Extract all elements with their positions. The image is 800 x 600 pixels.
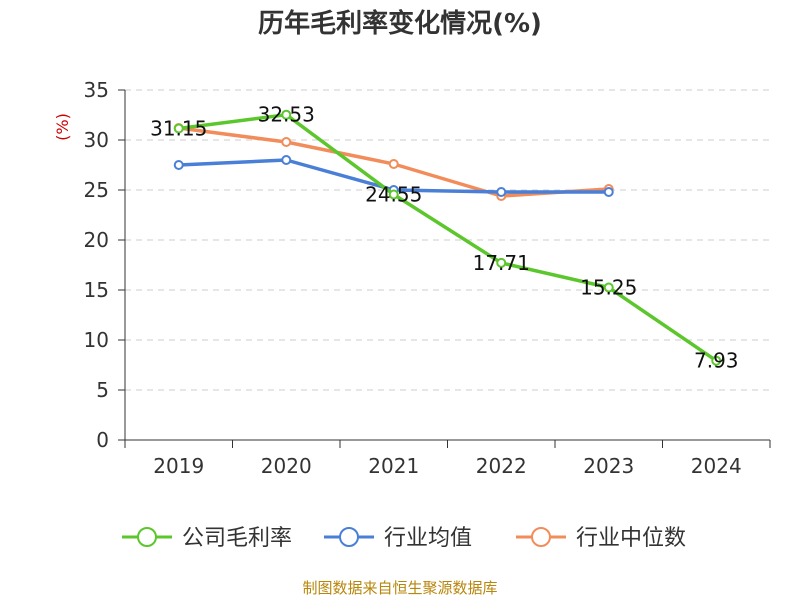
data-label: 32.53	[258, 103, 315, 127]
x-tick-label: 2022	[476, 454, 527, 478]
data-labels: 31.15 32.53 24.55 17.71 15.25 7.93	[150, 103, 738, 373]
y-axis-unit-label: (%)	[53, 113, 72, 141]
source-note: 制图数据来自恒生聚源数据库	[302, 579, 497, 597]
legend-label: 公司毛利率	[182, 526, 292, 551]
y-tick-label: 0	[96, 428, 109, 452]
data-point	[711, 355, 722, 366]
x-tick-label: 2019	[153, 454, 204, 478]
data-label: 24.55	[365, 183, 422, 207]
series-line	[178, 112, 718, 363]
x-tick-label: 2021	[368, 454, 419, 478]
data-label: 15.25	[580, 276, 637, 300]
x-tick-label: 2020	[261, 454, 312, 478]
y-tick-label: 10	[84, 328, 109, 352]
legend-item[interactable]: 行业中位数	[516, 526, 686, 551]
y-tick-label: 30	[84, 128, 109, 152]
legend-marker	[339, 527, 359, 547]
x-tick-label: 2023	[583, 454, 634, 478]
data-point	[496, 257, 507, 268]
data-point	[173, 160, 184, 170]
data-label: 17.71	[473, 251, 530, 275]
y-tick-label: 25	[84, 178, 109, 202]
data-point	[173, 123, 184, 134]
data-point	[388, 159, 399, 169]
legend-label: 行业均值	[384, 526, 472, 551]
data-point	[388, 189, 399, 200]
x-tick-label: 2024	[691, 454, 742, 478]
legend-marker	[531, 527, 551, 547]
legend-item[interactable]: 公司毛利率	[122, 526, 292, 551]
data-point	[281, 137, 292, 147]
y-tick-label: 35	[84, 78, 109, 102]
chart-title: 历年毛利率变化情况(%)	[258, 8, 542, 39]
legend-marker	[137, 527, 157, 547]
data-label: 31.15	[150, 117, 207, 141]
legend-item[interactable]: 行业均值	[324, 526, 472, 551]
legend[interactable]: 公司毛利率 行业均值 行业中位数	[122, 526, 686, 551]
legend-label: 行业中位数	[576, 526, 686, 551]
data-label: 7.93	[694, 349, 739, 373]
data-point	[603, 282, 614, 293]
data-point	[281, 155, 292, 165]
data-point	[496, 187, 507, 197]
data-point	[281, 109, 292, 120]
series-layer	[173, 109, 722, 366]
axes: 0 5 10 15 20 25 30 35 2019 2020 2021 2022 2023 2024	[84, 78, 771, 478]
data-point	[603, 187, 614, 197]
y-tick-label: 15	[84, 278, 109, 302]
y-tick-label: 20	[84, 228, 109, 252]
y-tick-label: 5	[96, 378, 109, 402]
